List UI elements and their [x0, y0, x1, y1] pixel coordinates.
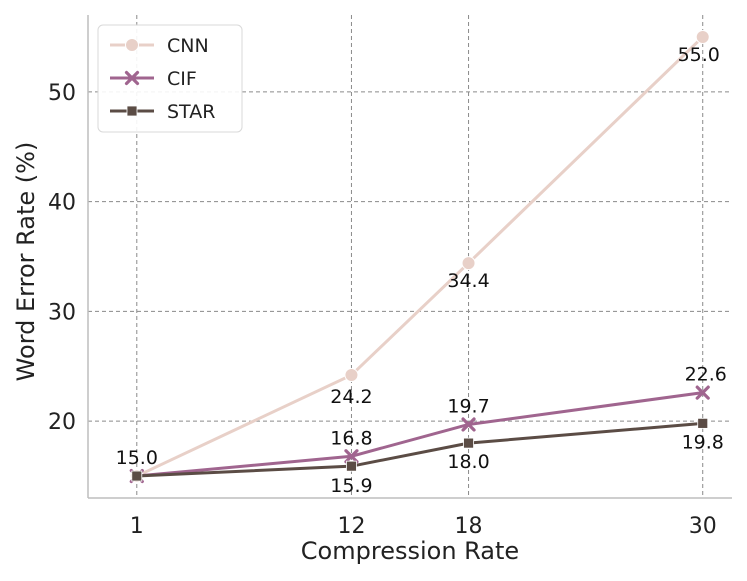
legend-item-cnn: CNN: [110, 35, 209, 57]
legend-label: STAR: [167, 101, 215, 123]
data-label-cnn: 34.4: [447, 270, 489, 292]
data-label-cnn: 24.2: [330, 386, 372, 408]
data-label-cif: 16.8: [330, 427, 372, 449]
y-tick-label: 40: [48, 191, 76, 216]
data-point-cnn: [461, 256, 476, 271]
data-point-cif: [344, 449, 359, 464]
legend-item-star: STAR: [110, 101, 215, 123]
data-point-star: [131, 470, 143, 482]
data-point-star: [697, 417, 709, 429]
series-star: [131, 417, 709, 482]
series-group: [129, 29, 710, 484]
legend: CNN CIF STAR: [97, 24, 243, 133]
x-tick-label: 18: [455, 514, 483, 539]
x-tick-label: 1: [130, 514, 144, 539]
y-tick-labels: 20 30 40 50: [48, 81, 76, 435]
legend-label: CNN: [167, 35, 209, 57]
x-tick-labels: 1 12 18 30: [130, 514, 717, 539]
axes: [87, 15, 732, 499]
legend-frame: [97, 24, 243, 133]
legend-label: CIF: [167, 68, 197, 90]
y-axis-label: Word Error Rate (%): [12, 142, 40, 382]
data-label-cif: 15.0: [116, 447, 158, 469]
x-tick-label: 12: [337, 514, 365, 539]
data-label-cif: 19.7: [447, 395, 489, 417]
y-tick-label: 30: [48, 300, 76, 325]
y-tick-label: 50: [48, 81, 76, 106]
data-labels: 24.2 34.4 55.0 15.0 16.8 19.7 22.6 15.9 18.0 19.8: [116, 44, 727, 497]
series-line-cif: [136, 391, 703, 478]
data-point-cif: [461, 417, 476, 432]
x-tick-label: 30: [689, 514, 717, 539]
data-point-cnn: [344, 368, 359, 383]
data-point-cnn: [695, 29, 710, 44]
data-label-cif: 22.6: [685, 364, 727, 386]
data-point-star: [463, 437, 474, 449]
legend-item-cif: CIF: [110, 68, 197, 90]
data-point-cif: [695, 385, 710, 400]
series-line-star: [136, 421, 703, 478]
data-label-star: 19.8: [682, 431, 724, 453]
data-label-cnn: 55.0: [678, 44, 720, 66]
y-tick-label: 20: [48, 410, 76, 435]
data-label-star: 15.9: [330, 475, 372, 497]
x-axis-label: Compression Rate: [301, 537, 519, 565]
legend-marker: [124, 70, 140, 86]
data-label-star: 18.0: [447, 451, 489, 473]
series-cif: [129, 385, 710, 484]
data-point-star: [346, 460, 357, 472]
series-line-cnn: [136, 35, 704, 478]
legend-marker: [125, 38, 139, 52]
legend-marker: [126, 105, 138, 117]
